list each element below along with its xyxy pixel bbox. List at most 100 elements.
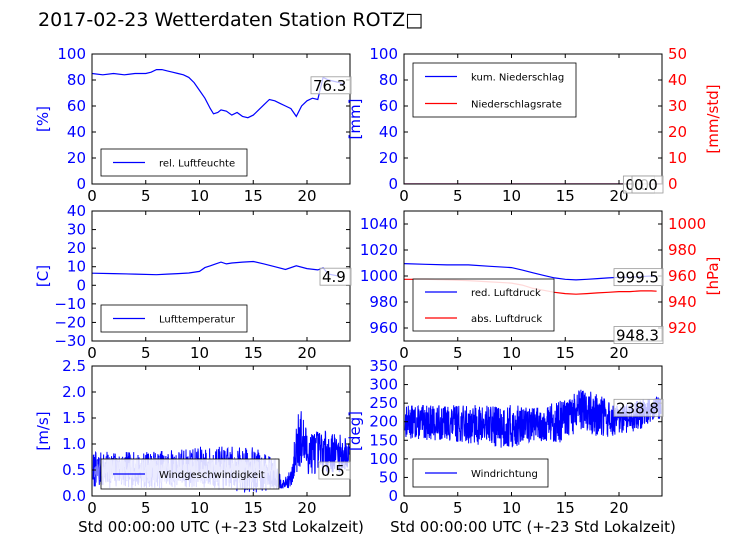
y-tick-label: −20: [54, 313, 86, 331]
x-tick-label: 15: [244, 344, 263, 362]
series-line-1: [92, 260, 340, 277]
chart-panel-6: 0 5 10 15 20050100150200250300350[deg]238.8W…: [346, 357, 676, 536]
x-tick-label: 15: [556, 344, 575, 362]
y-tick-label: 100: [369, 450, 398, 468]
y-tick-label: −10: [54, 295, 86, 313]
legend-label: abs. Luftdruck: [471, 314, 542, 325]
y-tick-label: 350: [369, 357, 398, 375]
value-annotation-box: [613, 268, 664, 287]
y-tick-label: 100: [57, 45, 86, 63]
x-tick-label: 5: [141, 187, 151, 205]
y-right-tick-label: 0: [668, 175, 678, 193]
page-title: 2017-02-23 Wetterdaten Station ROTZ□: [38, 9, 424, 31]
y-tick-label: 1.0: [62, 435, 86, 453]
plot-frame: [403, 53, 663, 185]
x-tick-label: 15: [556, 187, 575, 205]
y-tick-label: 2.0: [62, 383, 86, 401]
value-annotation: 76.3: [313, 77, 346, 95]
y-tick-label: 150: [369, 431, 398, 449]
y-right-tick-label: 960: [668, 267, 697, 285]
x-tick-label: 20: [609, 499, 628, 517]
y-tick-label: 1040: [360, 215, 398, 233]
y-tick-label: −30: [54, 332, 86, 350]
y-right-tick-label: 1000: [668, 215, 706, 233]
legend-box: [412, 278, 555, 332]
y-tick-label: 40: [67, 202, 86, 220]
chart-panel-5: 0 5 10 15 20 0.0 0.5 1.0 1.5 2.0 2.5 [m/s] 0.5 Windge…: [34, 357, 364, 536]
series-line-1: [92, 69, 345, 119]
y-tick-label: 0.5: [62, 461, 86, 479]
y-right-axis-label: [hPa]: [704, 257, 722, 296]
y-tick-label: 0: [76, 276, 86, 294]
value-annotation: 238.8: [616, 399, 659, 417]
y-right-tick-label: 10: [668, 149, 687, 167]
legend-box: [412, 62, 577, 118]
y-tick-label: 30: [67, 221, 86, 239]
plot-frame: [91, 365, 351, 497]
y-axis-label: [C]: [34, 265, 52, 287]
x-axis-label: Std 00:00:00 UTC (+-23 Std Lokalzeit): [78, 518, 364, 536]
x-tick-label: 20: [609, 344, 628, 362]
y-tick-label: 10: [67, 258, 86, 276]
x-tick-label: 15: [556, 499, 575, 517]
x-tick-label: 0: [87, 499, 97, 517]
legend-label: Windgeschwindigkeit: [159, 470, 265, 481]
y-tick-label: 200: [369, 413, 398, 431]
chart-panel-4: 0 5 10 15 20 960 980 1000 1020 1040 920 940 960 980 10…: [360, 210, 722, 362]
legend-label: Lufttemperatur: [159, 315, 236, 326]
y-right-tick-label: 920: [668, 319, 697, 337]
x-tick-label: 5: [141, 499, 151, 517]
y-tick-label: 980: [369, 293, 398, 311]
y-tick-label: 80: [379, 71, 398, 89]
y-tick-label: 80: [67, 71, 86, 89]
value-annotation: 4.9: [322, 268, 346, 286]
y-tick-label: 100: [369, 45, 398, 63]
y-tick-label: 40: [379, 123, 398, 141]
legend-label: Niederschlagsrate: [471, 100, 562, 111]
y-tick-label: 1020: [360, 241, 398, 259]
x-tick-label: 5: [453, 344, 463, 362]
value-annotation-box: [319, 267, 352, 286]
x-tick-label: 20: [297, 344, 316, 362]
x-tick-label: 5: [453, 187, 463, 205]
legend-label: rel. Luftfeuchte: [159, 159, 235, 170]
series-line-1: [404, 389, 662, 448]
y-right-tick-label: 40: [668, 71, 687, 89]
x-tick-label: 10: [190, 344, 209, 362]
y-right-tick-label: 50: [668, 45, 687, 63]
x-tick-label: 20: [297, 499, 316, 517]
y-tick-label: 1.5: [62, 409, 86, 427]
value-annotation: 948.3: [616, 327, 659, 345]
x-tick-label: 0: [399, 344, 409, 362]
legend-label: red. Luftdruck: [471, 288, 541, 299]
x-tick-label: 0: [399, 187, 409, 205]
x-tick-label: 0: [87, 344, 97, 362]
value-annotation-box: [310, 76, 352, 95]
value-annotation-box: [631, 175, 664, 194]
y-tick-label: 0.0: [62, 487, 86, 505]
value-annotation: 0.5: [321, 462, 345, 480]
y-tick-label: 20: [67, 239, 86, 257]
y-tick-label: 20: [67, 149, 86, 167]
plot-frame: [403, 365, 663, 497]
plot-frame: [91, 53, 351, 185]
y-tick-label: 60: [67, 97, 86, 115]
y-right-tick-label: 20: [668, 123, 687, 141]
x-tick-label: 10: [190, 187, 209, 205]
x-tick-label: 10: [502, 499, 521, 517]
y-tick-label: 60: [379, 97, 398, 115]
x-tick-label: 5: [453, 499, 463, 517]
x-axis-label: Std 00:00:00 UTC (+-23 Std Lokalzeit): [390, 518, 676, 536]
x-tick-label: 5: [141, 344, 151, 362]
x-tick-label: 15: [244, 499, 263, 517]
y-axis-label: [m/s]: [34, 411, 52, 450]
y-tick-label: 0: [388, 175, 398, 193]
x-tick-label: 10: [190, 499, 209, 517]
value-annotation-box: [318, 461, 351, 480]
value-annotation-box: [613, 398, 664, 417]
y-right-axis-label: [mm/std]: [704, 84, 722, 153]
y-axis-label: [deg]: [346, 411, 364, 451]
